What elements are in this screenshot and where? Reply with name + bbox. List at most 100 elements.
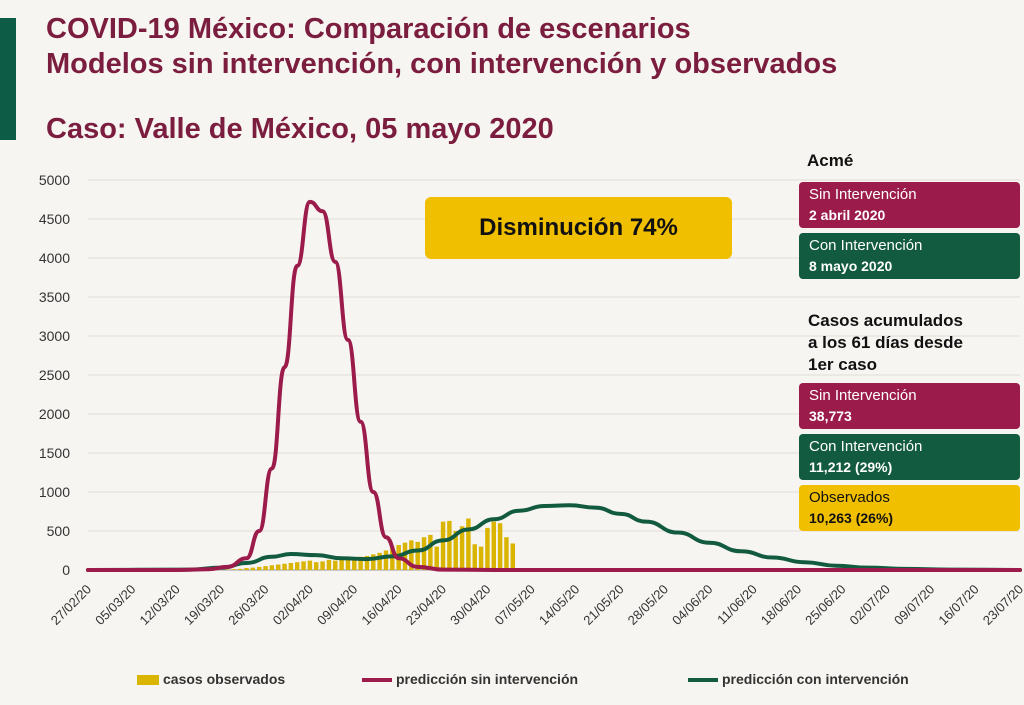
observed-bar — [352, 557, 357, 570]
observed-bar — [301, 561, 306, 570]
observed-bar — [295, 562, 300, 570]
legend-label-con: predicción con intervención — [722, 671, 909, 687]
acum-con-value: 11,212 (29%) — [809, 459, 893, 475]
observed-bar — [428, 534, 433, 570]
y-tick-label: 4000 — [39, 250, 70, 266]
y-tick-label: 2000 — [39, 406, 70, 422]
observed-bar — [250, 567, 256, 570]
observed-bar — [256, 566, 262, 570]
acme-sin-label: Sin Intervención — [809, 186, 917, 203]
observed-bar — [447, 520, 452, 570]
observed-bar — [377, 552, 382, 570]
x-tick-label: 28/05/20 — [625, 582, 671, 628]
observed-bar — [453, 531, 458, 570]
side-accent-bar — [0, 18, 16, 140]
y-tick-label: 1500 — [39, 445, 70, 461]
page-title: COVID-19 México: Comparación de escenari… — [46, 13, 691, 45]
acum-heading-line1: Casos acumulados — [808, 311, 963, 330]
legend-swatch-sin — [362, 678, 392, 683]
legend-sin: predicción sin intervención — [362, 671, 578, 687]
x-tick-label: 09/04/20 — [314, 582, 360, 628]
x-tick-label: 07/05/20 — [492, 582, 538, 628]
observed-bar — [263, 566, 268, 570]
y-tick-label: 3000 — [39, 328, 70, 344]
acum-con-label: Con Intervención — [809, 438, 923, 455]
x-tick-label: 09/07/20 — [891, 582, 937, 628]
y-tick-label: 4500 — [39, 211, 70, 227]
observed-bar — [434, 546, 439, 570]
acme-sin-value: 2 abril 2020 — [809, 207, 886, 223]
observed-bar — [269, 565, 275, 570]
observed-bar — [402, 542, 408, 570]
observed-bar — [415, 541, 420, 570]
acum-sin-box: Sin Intervención 38,773 — [799, 383, 1020, 429]
acme-sin-box: Sin Intervención 2 abril 2020 — [799, 182, 1020, 228]
x-tick-label: 04/06/20 — [669, 582, 715, 628]
observed-bar — [472, 544, 477, 570]
observed-bar — [383, 550, 389, 570]
legend-label-observados: casos observados — [163, 671, 286, 687]
x-tick-label: 27/02/20 — [48, 582, 94, 628]
page-title-line2: Modelos sin intervención, con intervenci… — [46, 48, 838, 80]
observed-bar — [320, 561, 325, 570]
acum-heading-line3: 1er caso — [808, 355, 877, 374]
observed-bar — [358, 556, 363, 570]
observed-bar — [504, 537, 509, 570]
observed-bar — [371, 554, 376, 570]
observed-bar — [409, 540, 414, 570]
observed-bar — [314, 562, 319, 570]
observed-bar — [497, 523, 503, 570]
observed-bar — [364, 555, 370, 570]
observed-bar — [491, 521, 496, 570]
x-tick-label: 23/07/20 — [980, 582, 1024, 628]
observed-bar — [244, 568, 249, 570]
acum-obs-box: Observados 10,263 (26%) — [799, 485, 1020, 531]
observed-bar — [339, 559, 344, 570]
legend-label-sin: predicción sin intervención — [396, 671, 579, 687]
observed-bar — [478, 546, 484, 570]
observed-bar — [237, 568, 243, 570]
x-tick-label: 30/04/20 — [447, 582, 493, 628]
legend-observados: casos observados — [137, 671, 285, 687]
observed-bar — [288, 562, 294, 570]
observed-bar — [231, 569, 237, 570]
legend-swatch-observados — [137, 675, 159, 686]
y-tick-label: 0 — [62, 562, 70, 578]
y-tick-label: 5000 — [39, 172, 70, 188]
observed-bar — [333, 560, 338, 570]
observed-bar — [307, 560, 313, 570]
acme-heading: Acmé — [807, 151, 854, 170]
observed-bar — [459, 526, 465, 570]
x-tick-label: 11/06/20 — [714, 582, 760, 628]
observed-bar — [275, 564, 281, 570]
observed-bar — [466, 518, 471, 570]
observed-bar — [485, 527, 490, 570]
legend-swatch-con — [688, 678, 718, 683]
y-tick-label: 2500 — [39, 367, 70, 383]
x-tick-label: 23/04/20 — [403, 582, 449, 628]
acme-con-value: 8 mayo 2020 — [809, 258, 893, 274]
acum-con-box: Con Intervención 11,212 (29%) — [799, 434, 1020, 480]
acum-sin-value: 38,773 — [809, 408, 852, 424]
observed-bar — [345, 558, 351, 570]
observed-bar — [440, 521, 446, 570]
x-tick-label: 16/07/20 — [935, 582, 981, 628]
x-tick-label: 02/07/20 — [847, 582, 893, 628]
x-tick-label: 16/04/20 — [358, 582, 404, 628]
acum-obs-value: 10,263 (26%) — [809, 510, 894, 526]
x-tick-label: 25/06/20 — [802, 582, 848, 628]
x-tick-label: 26/03/20 — [225, 582, 271, 628]
x-tick-label: 14/05/20 — [536, 582, 582, 628]
y-tick-label: 1000 — [39, 484, 70, 500]
y-tick-label: 500 — [47, 523, 71, 539]
acum-sin-label: Sin Intervención — [809, 387, 917, 404]
x-tick-label: 21/05/20 — [580, 582, 626, 628]
x-tick-label: 18/06/20 — [758, 582, 804, 628]
x-tick-label: 02/04/20 — [270, 582, 316, 628]
x-tick-label: 05/03/20 — [92, 582, 138, 628]
acme-con-label: Con Intervención — [809, 237, 923, 254]
x-tick-label: 19/03/20 — [181, 582, 227, 628]
reduction-callout: Disminución 74% — [425, 197, 732, 259]
observed-bar — [510, 543, 516, 570]
y-tick-label: 3500 — [39, 289, 70, 305]
